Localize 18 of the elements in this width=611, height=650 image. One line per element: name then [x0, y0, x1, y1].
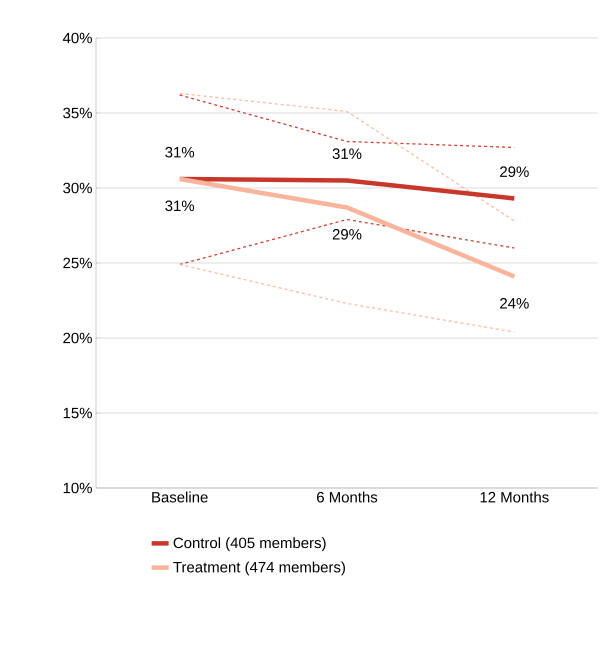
y-tick-label: 10% [64, 482, 92, 494]
legend-label: Control (405 members) [174, 537, 326, 552]
data-label: 31% [165, 146, 194, 158]
x-tick-label: 6 Months [317, 492, 378, 502]
y-tick-label: 40% [62, 32, 92, 44]
y-tick-label: 35% [63, 108, 92, 118]
y-tick-label: 30% [63, 182, 92, 194]
y-tick-label: 25% [63, 258, 92, 268]
data-label: 29% [500, 166, 529, 177]
data-label: 31% [165, 200, 194, 212]
data-label: 29% [332, 229, 362, 240]
x-tick-label: 12 Months [480, 492, 549, 502]
data-label: 31% [332, 148, 362, 159]
data-label: 24% [500, 298, 529, 309]
x-tick-label: Baseline [152, 492, 208, 502]
y-tick-label: 15% [64, 408, 92, 418]
legend-label: Treatment (474 members) [173, 561, 345, 576]
y-tick-label: 20% [63, 332, 92, 344]
